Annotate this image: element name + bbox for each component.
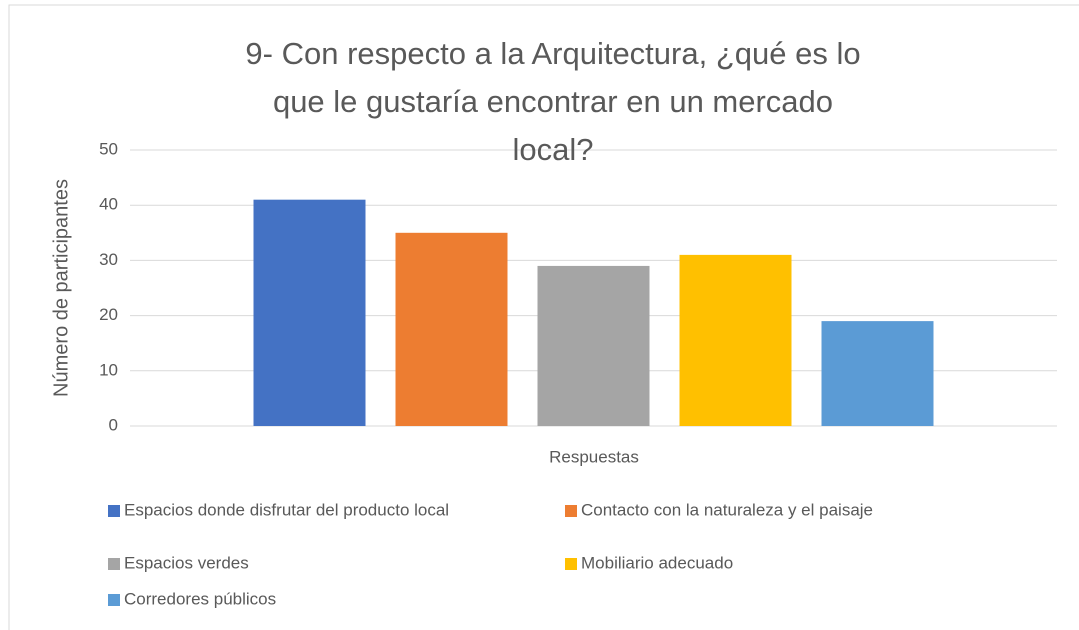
y-axis-label: Número de participantes — [50, 179, 72, 397]
legend-label: Espacios donde disfrutar del producto lo… — [124, 500, 449, 519]
chart-border — [8, 4, 1079, 630]
legend-swatch — [108, 594, 120, 606]
y-tick-label: 40 — [99, 195, 118, 214]
legend-swatch — [108, 558, 120, 570]
legend-label: Mobiliario adecuado — [581, 553, 733, 572]
y-tick-label: 0 — [109, 415, 118, 434]
y-tick-label: 50 — [99, 139, 118, 158]
x-axis-label: Respuestas — [549, 447, 639, 466]
legend-swatch — [565, 505, 577, 517]
bar — [537, 265, 650, 426]
bar — [679, 254, 792, 426]
legend-label: Corredores públicos — [124, 589, 276, 608]
legend-swatch — [108, 505, 120, 517]
bar — [395, 232, 508, 426]
y-tick-label: 30 — [99, 250, 118, 269]
chart-title: 9- Con respecto a la Arquitectura, ¿qué … — [245, 36, 861, 167]
bar — [253, 199, 366, 426]
y-tick-label: 20 — [99, 305, 118, 324]
legend-label: Contacto con la naturaleza y el paisaje — [581, 500, 873, 519]
legend-label: Espacios verdes — [124, 553, 249, 572]
y-tick-label: 10 — [99, 360, 118, 379]
legend-swatch — [565, 558, 577, 570]
bar — [821, 321, 934, 426]
